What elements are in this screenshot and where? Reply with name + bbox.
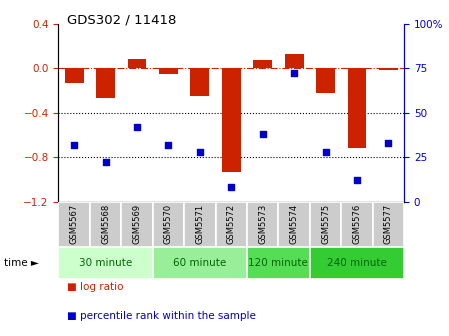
Text: 120 minute: 120 minute: [248, 258, 308, 268]
Bar: [348, 68, 366, 148]
Text: 30 minute: 30 minute: [79, 258, 132, 268]
Text: time ►: time ►: [4, 258, 40, 268]
Text: GSM5575: GSM5575: [321, 204, 330, 244]
Bar: [341, 202, 373, 247]
Text: GSM5569: GSM5569: [132, 204, 141, 244]
Point: [228, 185, 235, 190]
Bar: [373, 202, 404, 247]
Bar: [90, 202, 121, 247]
Bar: [253, 60, 272, 68]
Bar: [159, 68, 178, 74]
Bar: [247, 202, 278, 247]
Text: 60 minute: 60 minute: [173, 258, 226, 268]
Bar: [379, 68, 398, 70]
Text: GDS302 / 11418: GDS302 / 11418: [67, 13, 177, 27]
Point: [102, 160, 109, 165]
Text: 240 minute: 240 minute: [327, 258, 387, 268]
Bar: [222, 68, 241, 172]
Bar: [121, 202, 153, 247]
Point: [291, 71, 298, 76]
Text: GSM5571: GSM5571: [195, 204, 204, 244]
Point: [259, 131, 266, 137]
Point: [70, 142, 78, 147]
Bar: [128, 59, 146, 68]
Bar: [58, 247, 153, 279]
Bar: [184, 202, 216, 247]
Text: ■ percentile rank within the sample: ■ percentile rank within the sample: [67, 311, 256, 321]
Bar: [58, 202, 90, 247]
Text: GSM5573: GSM5573: [258, 204, 267, 244]
Bar: [310, 247, 404, 279]
Text: GSM5572: GSM5572: [227, 204, 236, 244]
Bar: [190, 68, 209, 96]
Text: GSM5570: GSM5570: [164, 204, 173, 244]
Point: [322, 149, 329, 155]
Point: [353, 177, 361, 183]
Text: GSM5568: GSM5568: [101, 204, 110, 244]
Bar: [310, 202, 341, 247]
Point: [385, 140, 392, 145]
Text: GSM5576: GSM5576: [352, 204, 361, 244]
Bar: [278, 202, 310, 247]
Bar: [153, 202, 184, 247]
Bar: [65, 68, 84, 83]
Text: GSM5574: GSM5574: [290, 204, 299, 244]
Text: GSM5567: GSM5567: [70, 204, 79, 244]
Bar: [153, 247, 247, 279]
Bar: [285, 53, 304, 68]
Point: [133, 124, 141, 129]
Point: [196, 149, 203, 155]
Text: ■ log ratio: ■ log ratio: [67, 282, 124, 292]
Bar: [247, 247, 310, 279]
Bar: [316, 68, 335, 92]
Bar: [96, 68, 115, 98]
Bar: [216, 202, 247, 247]
Point: [165, 142, 172, 147]
Text: GSM5577: GSM5577: [384, 204, 393, 244]
